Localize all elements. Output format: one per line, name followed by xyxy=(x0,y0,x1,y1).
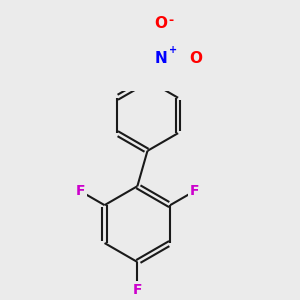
Text: F: F xyxy=(133,283,142,297)
Text: F: F xyxy=(190,184,199,198)
Text: O: O xyxy=(189,51,202,66)
Text: F: F xyxy=(76,184,85,198)
Text: O: O xyxy=(155,16,168,31)
Text: -: - xyxy=(169,14,174,27)
Text: +: + xyxy=(169,45,177,55)
Text: N: N xyxy=(155,51,168,66)
